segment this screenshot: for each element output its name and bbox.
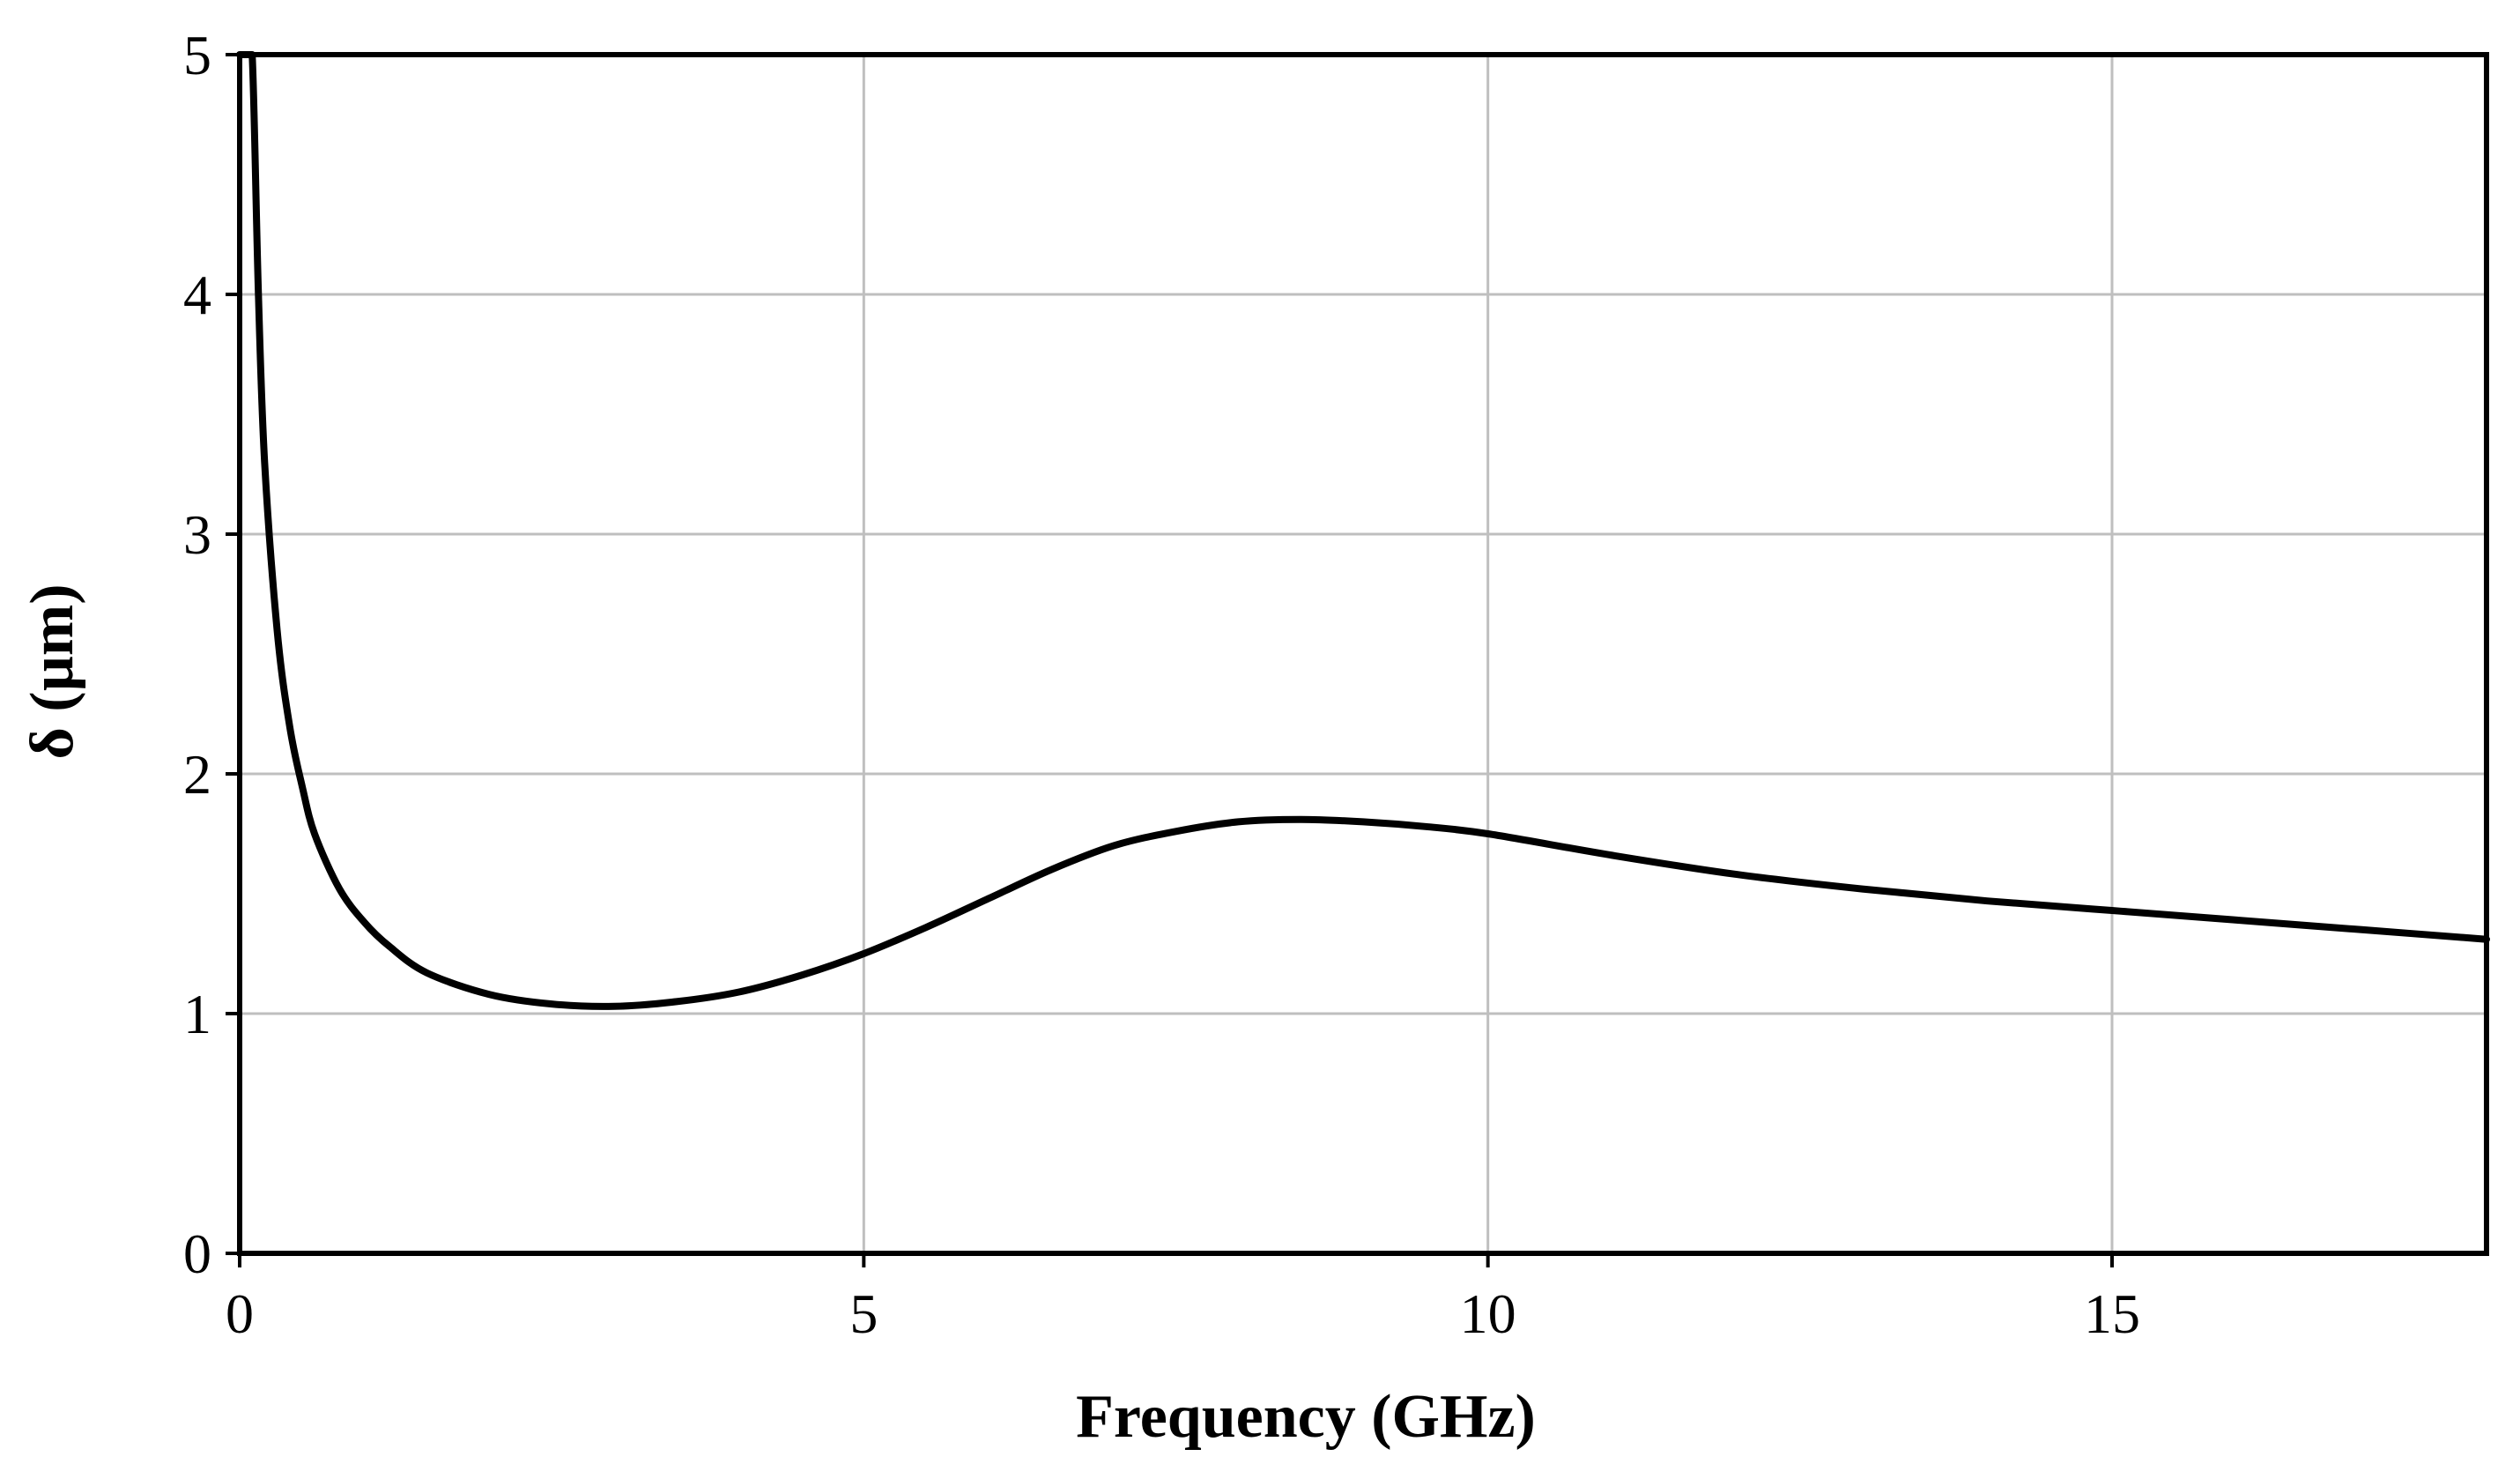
series-layer bbox=[236, 51, 2490, 1010]
y-tick-labels: 0 1 2 3 4 5 bbox=[183, 24, 211, 1285]
x-tick-label: 15 bbox=[2084, 1282, 2140, 1345]
x-tick-label: 5 bbox=[849, 1282, 878, 1345]
series-line-0 bbox=[236, 51, 2490, 1010]
y-tick-label: 1 bbox=[183, 983, 211, 1045]
y-tick-label: 3 bbox=[183, 503, 211, 566]
y-tick-label: 4 bbox=[183, 264, 211, 326]
plot-frame bbox=[237, 52, 2489, 1256]
y-tick-label: 5 bbox=[183, 24, 211, 86]
grid-lines bbox=[240, 55, 2487, 1253]
x-tick-label: 10 bbox=[1460, 1282, 1516, 1345]
y-tick-label: 2 bbox=[183, 743, 211, 806]
x-axis-title: Frequency (GHz) bbox=[1076, 1383, 1536, 1451]
x-tick-label: 0 bbox=[226, 1282, 254, 1345]
y-tick-label: 0 bbox=[183, 1222, 211, 1285]
x-tick-labels: 0 5 10 15 bbox=[226, 1282, 2140, 1345]
y-axis-title: δ (µm) bbox=[19, 583, 86, 759]
tick-marks bbox=[226, 53, 2114, 1267]
